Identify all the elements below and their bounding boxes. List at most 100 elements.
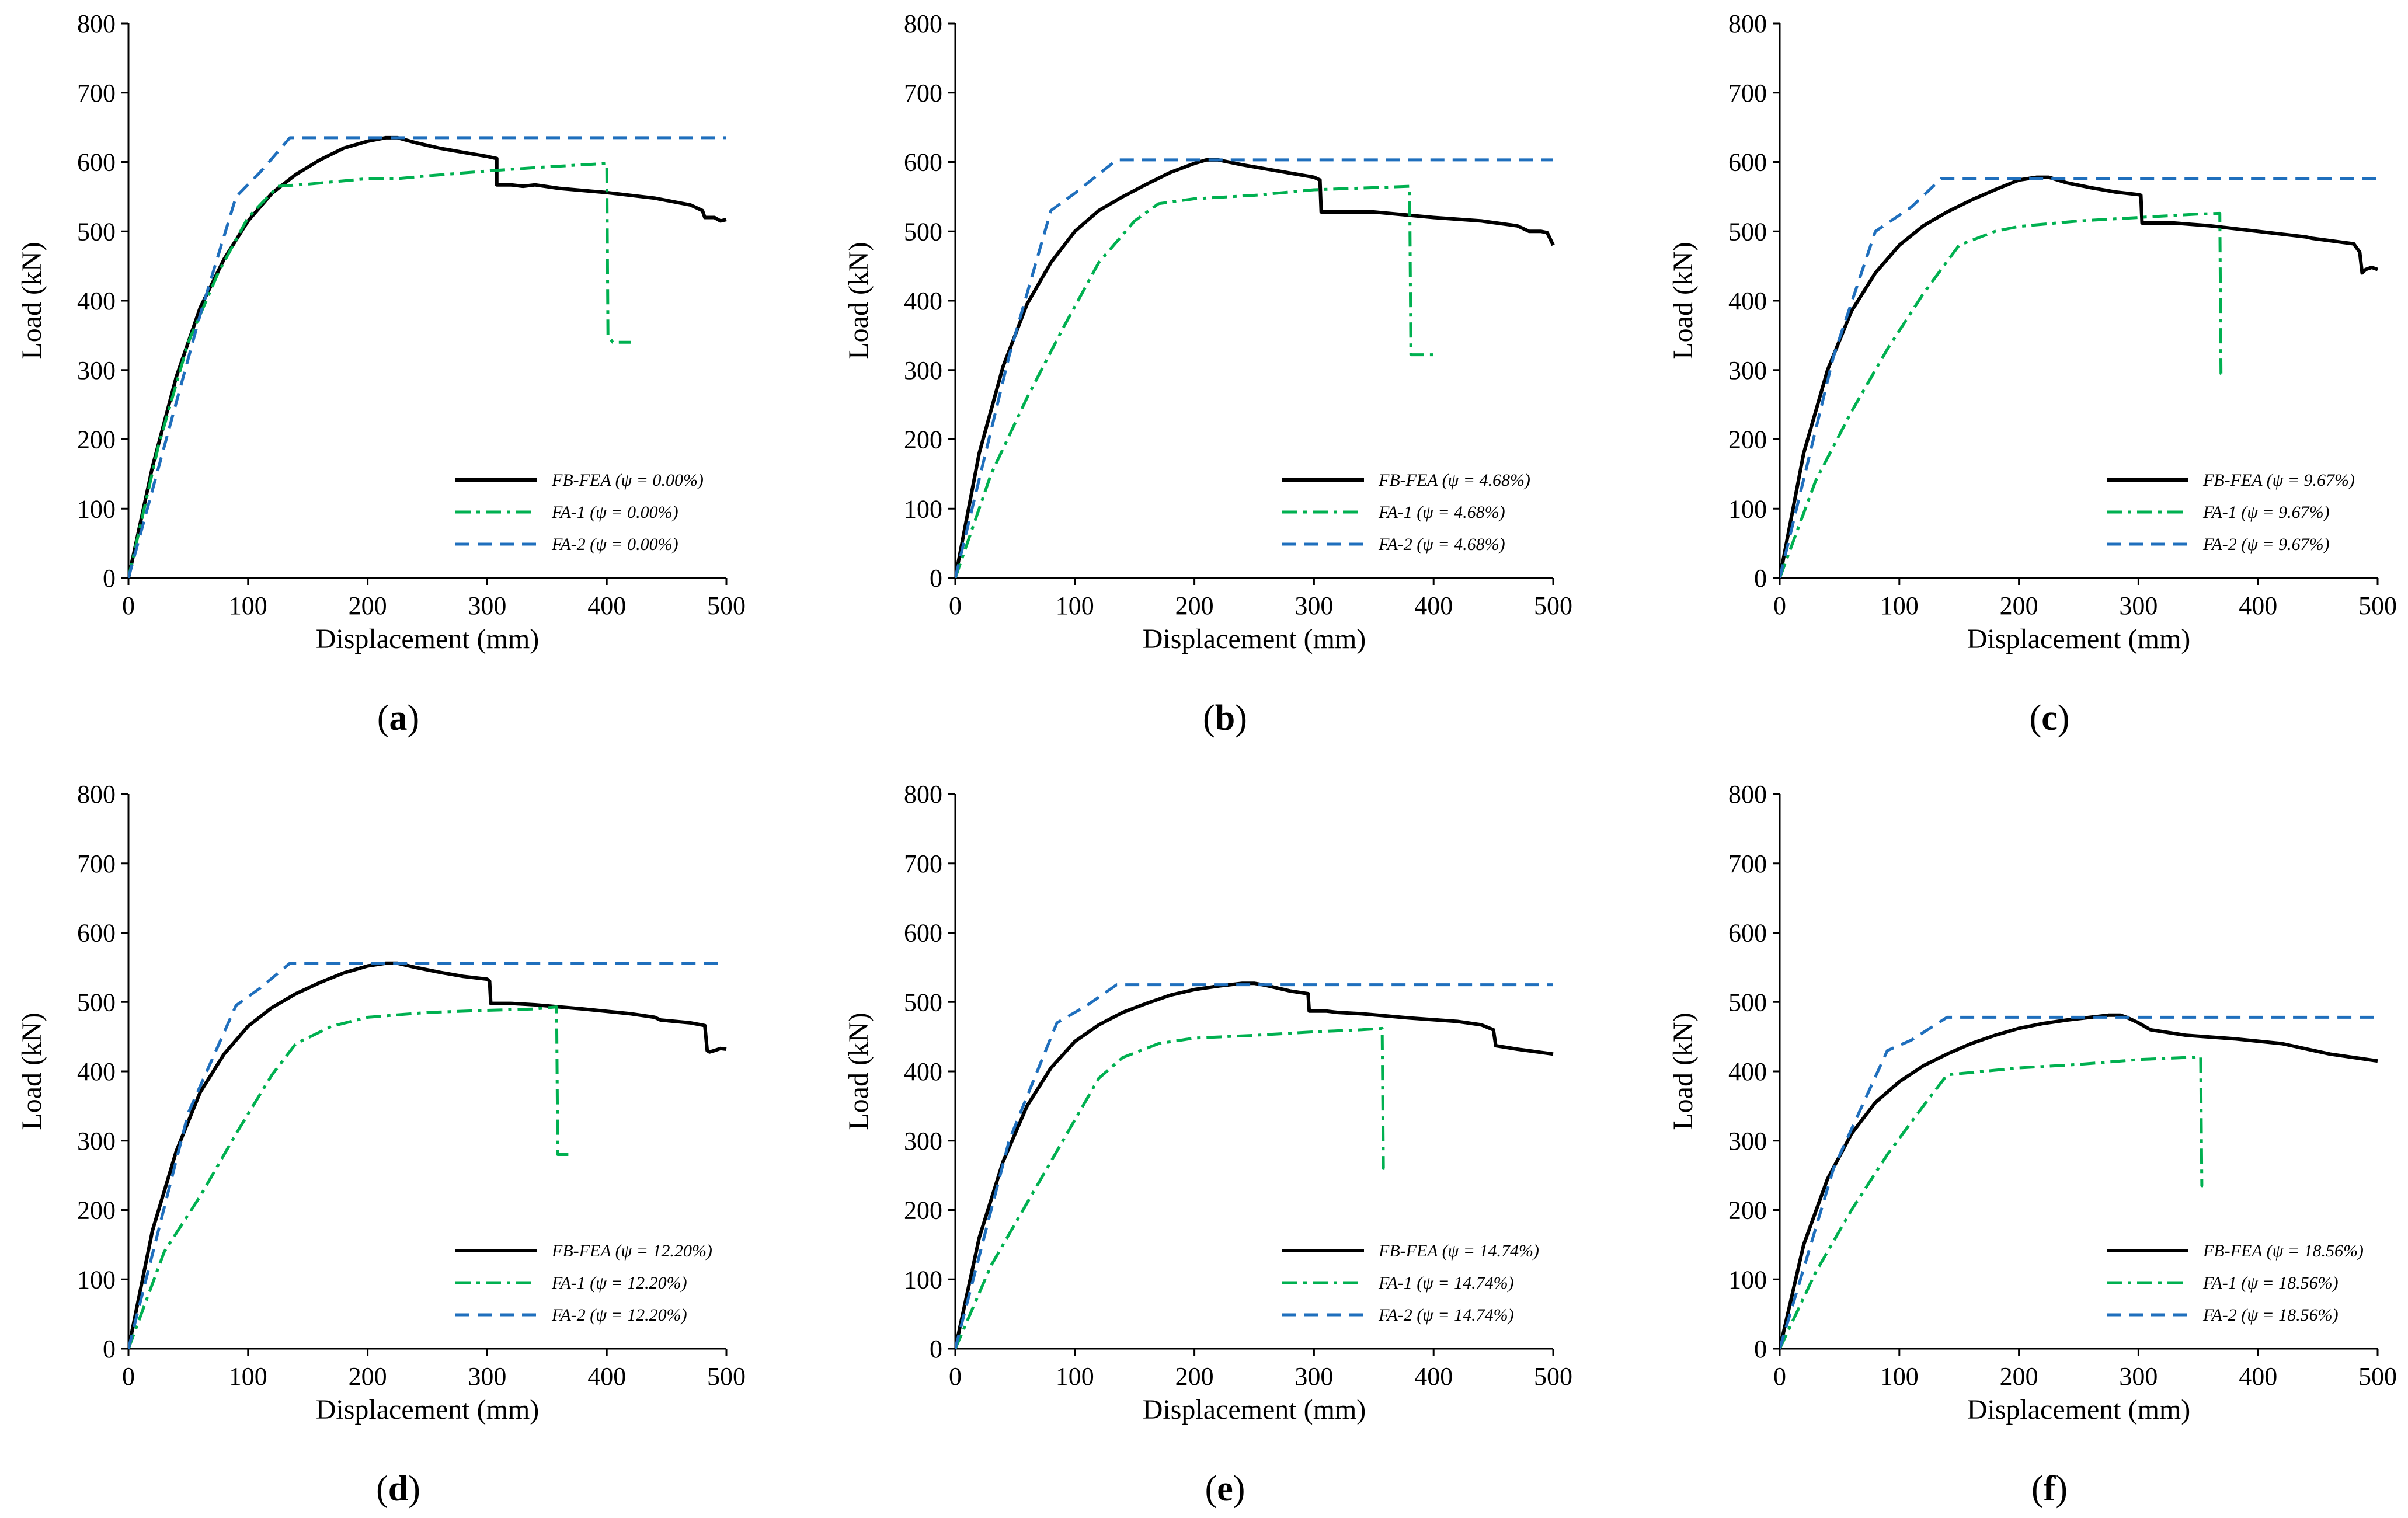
legend-label-fbfea: FB-FEA (ψ = 4.68%) xyxy=(1378,471,1530,490)
y-tick-label: 300 xyxy=(1728,1127,1767,1155)
series-line-fbfea xyxy=(955,981,1554,1349)
series-line-fbfea xyxy=(128,135,727,578)
series-line-fa1 xyxy=(128,1005,571,1349)
chart-panel-e: 0 100 200 300 400 500 600 700 800 0 100 200 300 400 50… xyxy=(843,780,1572,1509)
chart-panel-d: 0 100 200 300 400 500 600 700 800 0 100 200 300 400 50… xyxy=(16,780,746,1509)
legend-label-fa1: FA-1 (ψ = 9.67%) xyxy=(2202,503,2330,522)
legend-label-fbfea: FB-FEA (ψ = 9.67%) xyxy=(2202,471,2355,490)
legend-label-fa2: FA-2 (ψ = 4.68%) xyxy=(1378,535,1505,554)
y-tick-label: 0 xyxy=(1754,564,1767,593)
y-tick-label: 400 xyxy=(1728,287,1767,315)
x-tick-label: 100 xyxy=(1056,591,1094,620)
legend-label-fa1: FA-1 (ψ = 18.56%) xyxy=(2202,1273,2339,1293)
x-axis-title: Displacement (mm) xyxy=(1967,1394,2191,1425)
y-tick-label: 700 xyxy=(77,849,116,878)
x-axis-title: Displacement (mm) xyxy=(316,624,540,654)
x-tick-label: 100 xyxy=(1056,1362,1094,1391)
y-tick-label: 100 xyxy=(77,495,116,523)
legend-label-fa1: FA-1 (ψ = 4.68%) xyxy=(1378,503,1505,522)
x-tick-label: 0 xyxy=(122,591,135,620)
x-tick-label: 400 xyxy=(2239,1362,2277,1391)
x-tick-label: 300 xyxy=(468,591,506,620)
x-tick-label: 100 xyxy=(1880,591,1919,620)
y-axis-title: Load (kN) xyxy=(843,1012,874,1130)
x-tick-label: 200 xyxy=(349,591,387,620)
series-line-fa1 xyxy=(1780,1055,2204,1349)
y-tick-label: 400 xyxy=(904,1057,942,1086)
series-line-fbfea xyxy=(955,158,1555,578)
x-tick-label: 500 xyxy=(707,591,746,620)
panel-label: (f) xyxy=(2031,1469,2068,1509)
x-tick-label: 0 xyxy=(1773,591,1786,620)
y-axis-title: Load (kN) xyxy=(1668,1012,1699,1130)
y-axis-title: Load (kN) xyxy=(16,242,47,359)
y-tick-label: 400 xyxy=(77,287,116,315)
y-tick-label: 0 xyxy=(103,1335,116,1363)
y-tick-label: 600 xyxy=(77,919,116,948)
chart-panel-f: 0 100 200 300 400 500 600 700 800 0 100 200 300 400 50… xyxy=(1668,780,2397,1509)
y-tick-label: 100 xyxy=(904,495,942,523)
y-tick-label: 300 xyxy=(77,1127,116,1155)
x-tick-label: 0 xyxy=(949,1362,962,1391)
x-axis-title: Displacement (mm) xyxy=(1143,1394,1366,1425)
y-tick-label: 700 xyxy=(1728,79,1767,107)
legend-label-fa2: FA-2 (ψ = 9.67%) xyxy=(2202,535,2330,554)
panel-label: (a) xyxy=(377,698,419,738)
y-tick-label: 200 xyxy=(904,1196,942,1225)
x-axis-title: Displacement (mm) xyxy=(1143,624,1366,654)
y-tick-label: 100 xyxy=(904,1265,942,1294)
y-axis-title: Load (kN) xyxy=(843,242,874,359)
x-tick-label: 0 xyxy=(1773,1362,1786,1391)
legend-label-fbfea: FB-FEA (ψ = 18.56%) xyxy=(2202,1241,2364,1261)
y-tick-label: 400 xyxy=(1728,1057,1767,1086)
x-tick-label: 200 xyxy=(1175,1362,1214,1391)
panel-label: (e) xyxy=(1205,1469,1245,1509)
series-line-fa2 xyxy=(1780,177,2378,578)
y-tick-label: 500 xyxy=(904,217,942,246)
x-tick-label: 100 xyxy=(229,1362,267,1391)
x-tick-label: 100 xyxy=(1880,1362,1919,1391)
y-tick-label: 500 xyxy=(77,988,116,1016)
y-tick-label: 800 xyxy=(904,9,942,38)
x-tick-label: 200 xyxy=(1175,591,1214,620)
y-tick-label: 300 xyxy=(904,1127,942,1155)
y-tick-label: 0 xyxy=(103,564,116,593)
x-tick-label: 400 xyxy=(2239,591,2277,620)
x-tick-label: 400 xyxy=(1414,591,1453,620)
y-tick-label: 600 xyxy=(1728,919,1767,948)
y-tick-label: 600 xyxy=(77,148,116,177)
series-line-fa1 xyxy=(1780,211,2223,578)
x-tick-label: 500 xyxy=(2358,1362,2397,1391)
series-line-fa2 xyxy=(955,158,1553,578)
y-tick-label: 500 xyxy=(77,217,116,246)
x-axis-title: Displacement (mm) xyxy=(316,1394,540,1425)
x-tick-label: 300 xyxy=(468,1362,506,1391)
y-tick-label: 200 xyxy=(77,426,116,454)
y-tick-label: 100 xyxy=(1728,1265,1767,1294)
y-tick-label: 600 xyxy=(904,148,942,177)
legend-label-fbfea: FB-FEA (ψ = 14.74%) xyxy=(1378,1241,1539,1261)
series-line-fbfea xyxy=(1780,175,2378,578)
x-tick-label: 300 xyxy=(2119,591,2158,620)
y-axis-title: Load (kN) xyxy=(1668,242,1699,359)
panel-label: (c) xyxy=(2030,698,2070,738)
x-tick-label: 400 xyxy=(1414,1362,1453,1391)
legend-label-fa2: FA-2 (ψ = 12.20%) xyxy=(551,1305,687,1325)
y-tick-label: 700 xyxy=(904,849,942,878)
y-tick-label: 800 xyxy=(1728,9,1767,38)
y-tick-label: 500 xyxy=(904,988,942,1016)
y-tick-label: 0 xyxy=(930,564,942,593)
legend-label-fa1: FA-1 (ψ = 0.00%) xyxy=(551,503,678,522)
legend-label-fa2: FA-2 (ψ = 18.56%) xyxy=(2202,1305,2339,1325)
y-tick-label: 200 xyxy=(1728,426,1767,454)
series-line-fa1 xyxy=(955,184,1434,578)
panel-label: (d) xyxy=(376,1469,420,1509)
x-tick-label: 500 xyxy=(707,1362,746,1391)
legend-label-fbfea: FB-FEA (ψ = 12.20%) xyxy=(551,1241,712,1261)
x-tick-label: 200 xyxy=(349,1362,387,1391)
x-tick-label: 400 xyxy=(587,591,626,620)
series-line-fa1 xyxy=(128,162,631,578)
x-tick-label: 200 xyxy=(2000,591,2038,620)
series-line-fbfea xyxy=(128,961,727,1349)
